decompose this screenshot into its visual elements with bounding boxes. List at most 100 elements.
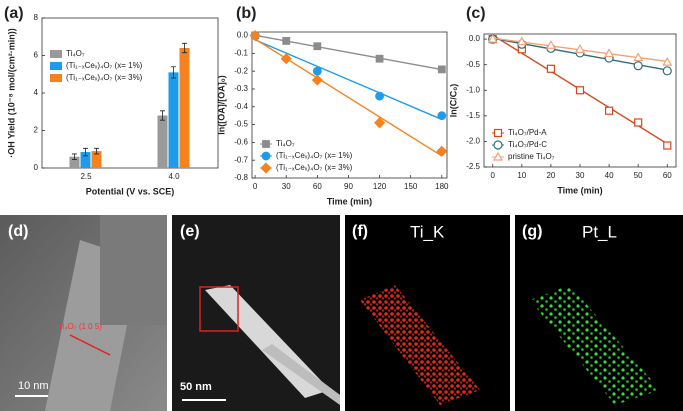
legend-label: (Ti₁₋ₓCeₓ)₄O₇ (x= 1%) [66,61,143,70]
y-tick-label: 2 [34,126,39,135]
rod [262,344,340,405]
y-tick-label: -0.1 [234,48,248,57]
x-tick-label: 20 [546,171,555,180]
y-tick-label: 6 [34,51,39,60]
error-bar [182,42,187,54]
point [662,66,672,76]
point [545,40,556,49]
y-axis-label: ·OH Yield (10⁻⁸ mol/(cm²·min)) [6,28,16,158]
y-tick-label: -0.2 [234,66,248,75]
legend-label: pristine Ti₄O₇ [508,152,555,161]
panel-label: (d) [8,223,28,240]
legend-swatch [493,140,503,150]
legend-swatch [260,162,272,174]
panel-label: (a) [4,5,24,22]
x-axis-label: Potential (V vs. SCE) [86,186,175,196]
error-bar [72,153,77,160]
highlight-box [199,286,239,332]
x-tick-label: 2.5 [80,172,92,181]
point [487,33,498,43]
y-tick-label: -2.0 [466,137,480,146]
point [437,65,446,74]
x-tick-label: 60 [663,171,672,180]
y-tick-label: -0.5 [234,120,248,129]
point [282,37,291,45]
point [436,145,448,157]
legend-label: Ti₄O₇ [66,49,85,58]
point [516,36,527,46]
y-tick-label: 4 [34,88,39,97]
error-bar [171,66,176,79]
point [312,66,322,76]
legend-label: Ti₄O₇ [276,139,295,148]
point [437,111,447,121]
point [546,64,556,73]
panel-label: (f) [352,223,368,240]
x-tick-label: 30 [576,171,585,180]
inset [100,215,167,325]
legend-label: (Ti₁₋ₓCeₓ)₄O₇ (x= 3%) [66,73,143,82]
x-tick-label: 0 [491,171,496,180]
scale-label: 10 nm [18,380,49,392]
map-title: Ti_K [410,222,445,241]
legend-swatch [492,151,504,161]
legend-swatch [50,50,62,58]
fit-line [254,39,443,121]
y-tick-label: -0.8 [234,173,248,182]
point [280,53,292,65]
y-tick-label: -0.3 [234,84,248,93]
error-bar [160,110,165,121]
point [633,52,644,62]
scale-label: 50 nm [180,381,212,393]
point [375,91,384,101]
x-tick-label: 120 [373,182,387,191]
legend-swatch [50,74,62,82]
plot-frame [41,17,219,169]
point [604,48,615,58]
legend-label: Ti₄O₇/Pd-A [508,128,547,137]
annotation: Ti₄O₇ (1 0 5) [58,322,102,331]
x-tick-label: 180 [435,182,449,191]
element-map [530,285,660,405]
x-tick-label: 0 [253,182,258,191]
point [374,117,386,129]
x-tick-label: 30 [282,182,291,191]
legend-label: (Ti₁₋ₓCeₓ)₄O₇ (x= 1%) [276,151,353,160]
x-tick-label: 10 [517,171,526,180]
point [633,61,643,71]
bar [69,156,80,168]
point [604,106,614,115]
point [634,118,643,127]
y-tick-label: 0.0 [237,31,249,40]
point [662,56,673,66]
lattice-marker [69,334,111,356]
legend-label: Ti₄O₇/Pd-C [508,140,547,149]
y-tick-label: 0 [34,163,39,172]
x-tick-label: 50 [634,171,643,180]
y-tick-label: -0.7 [234,155,248,164]
x-tick-label: 40 [605,171,614,180]
panel-label: (c) [466,5,486,22]
point [313,42,322,51]
bar [168,72,179,168]
legend-swatch [262,140,270,148]
y-axis-label: ln(C/C₀) [448,84,458,118]
y-tick-label: 8 [34,13,39,22]
bar [157,115,168,168]
point [575,86,585,95]
point [663,141,672,150]
legend-swatch [493,128,503,138]
point [249,29,261,42]
bar [80,152,91,168]
y-tick-label: -2.5 [466,162,480,171]
error-bar [83,147,88,157]
plot-frame [251,31,448,179]
y-tick-label: -0.5 [466,60,480,69]
bar [179,48,190,168]
x-tick-label: 90 [344,182,353,191]
y-tick-label: -1.5 [466,111,480,120]
error-bar [94,147,99,155]
panel-label: (b) [236,5,256,22]
